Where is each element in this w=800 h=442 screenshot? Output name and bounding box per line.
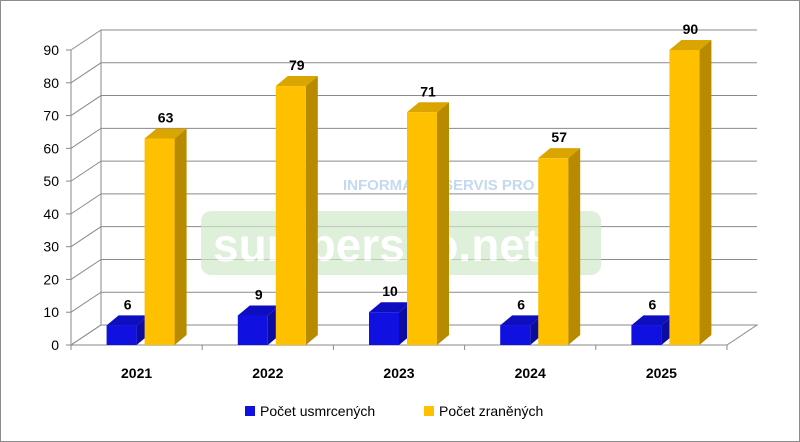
y-tick-label-10: 10: [43, 304, 59, 320]
x-tick-label-2022: 2022: [252, 365, 283, 381]
bar-front-pocet-usmrcenych-2021: [106, 325, 137, 345]
legend-swatch-pocet-zranenych: [424, 406, 434, 416]
y-tick-label-90: 90: [43, 42, 59, 58]
bar-pocet-zranenych-2024: 57: [538, 129, 581, 345]
bar-front-pocet-zranenych-2025: [669, 50, 700, 345]
bar-top-pocet-zranenych-2025: [669, 40, 712, 50]
y-tick-label-50: 50: [43, 173, 59, 189]
data-label-pocet-usmrcenych-2021: 6: [124, 296, 132, 312]
x-tick-label-2024: 2024: [515, 365, 546, 381]
bar-front-pocet-usmrcenych-2023: [369, 312, 399, 345]
bar-pocet-usmrcenych-2025: 6: [631, 296, 674, 345]
bar-front-pocet-usmrcenych-2022: [237, 315, 268, 345]
bar-top-pocet-usmrcenych-2022: [237, 305, 280, 316]
bar-front-pocet-zranenych-2022: [275, 86, 306, 346]
gridline-80: [70, 62, 757, 84]
data-label-pocet-zranenych-2024: 57: [551, 129, 567, 145]
data-label-pocet-usmrcenych-2023: 10: [382, 283, 398, 299]
bar-pocet-zranenych-2022: 79: [275, 57, 318, 346]
bar-pocet-zranenych-2021: 63: [144, 110, 187, 345]
bar-side-pocet-zranenych-2025: [699, 40, 712, 345]
x-tick-label-2025: 2025: [646, 365, 677, 381]
bar-top-pocet-zranenych-2024: [538, 148, 581, 159]
y-tick-label-0: 0: [51, 337, 59, 353]
y-tick-label-30: 30: [43, 239, 59, 255]
bar-top-pocet-usmrcenych-2025: [631, 315, 674, 326]
data-label-pocet-usmrcenych-2024: 6: [517, 296, 525, 312]
bar-front-pocet-zranenych-2021: [144, 138, 175, 345]
legend-label-pocet-usmrcenych: Počet usmrcených: [260, 403, 375, 419]
bar-top-pocet-usmrcenych-2021: [106, 315, 149, 326]
x-axis: 2021 2022 2023 2024 2025: [70, 345, 728, 381]
bar-top-pocet-usmrcenych-2024: [500, 315, 543, 326]
x-tick-label-2023: 2023: [383, 365, 414, 381]
watermark-big-text: sumpersko.net: [213, 219, 540, 271]
y-tick-label-40: 40: [43, 206, 59, 222]
bar-top-pocet-zranenych-2023: [407, 102, 449, 113]
legend-swatch-pocet-usmrcenych: [245, 406, 255, 416]
data-label-pocet-usmrcenych-2025: 6: [649, 296, 657, 312]
bar-front-pocet-usmrcenych-2024: [500, 325, 531, 345]
bar-side-pocet-zranenych-2023: [437, 102, 449, 346]
x-tick-label-2021: 2021: [121, 365, 152, 381]
bar-front-pocet-zranenych-2023: [407, 112, 437, 346]
y-tick-label-70: 70: [43, 108, 59, 124]
gridline-90: [70, 29, 757, 51]
bar-top-pocet-zranenych-2021: [144, 128, 187, 139]
bars: 6 63 9 79 10 71 6 57 6 90: [106, 21, 712, 346]
watermark-small-text: INFORMAČNÍ SERVIS PRO VÁS: [343, 176, 569, 194]
bar-top-pocet-usmrcenych-2023: [369, 302, 411, 313]
bar-pocet-usmrcenych-2021: 6: [106, 296, 149, 345]
y-tick-label-80: 80: [43, 75, 59, 91]
y-axis: 0 10 20 30 40 50 60 70 80 90: [43, 42, 72, 353]
bar-side-pocet-zranenych-2021: [174, 128, 187, 345]
bar-pocet-usmrcenych-2024: 6: [500, 296, 543, 345]
y-tick-label-20: 20: [43, 271, 59, 287]
data-label-pocet-zranenych-2025: 90: [683, 21, 699, 37]
bar-front-pocet-zranenych-2024: [538, 158, 569, 345]
data-label-pocet-zranenych-2022: 79: [289, 57, 305, 73]
bar-pocet-usmrcenych-2022: 9: [237, 287, 280, 345]
bar-side-pocet-zranenych-2024: [568, 148, 581, 345]
legend-label-pocet-zranenych: Počet zraněných: [439, 403, 543, 419]
bar-side-pocet-zranenych-2022: [305, 76, 318, 346]
bar-top-pocet-zranenych-2022: [275, 76, 318, 87]
data-label-pocet-zranenych-2023: 71: [420, 83, 436, 99]
bar-pocet-zranenych-2023: 71: [407, 83, 449, 346]
data-label-pocet-zranenych-2021: 63: [158, 110, 174, 126]
data-label-pocet-usmrcenych-2022: 9: [255, 287, 263, 303]
legend: Počet usmrcených Počet zraněných: [245, 403, 543, 419]
bar-pocet-zranenych-2025: 90: [669, 21, 712, 345]
bar-front-pocet-usmrcenych-2025: [631, 325, 662, 345]
y-tick-label-60: 60: [43, 140, 59, 156]
